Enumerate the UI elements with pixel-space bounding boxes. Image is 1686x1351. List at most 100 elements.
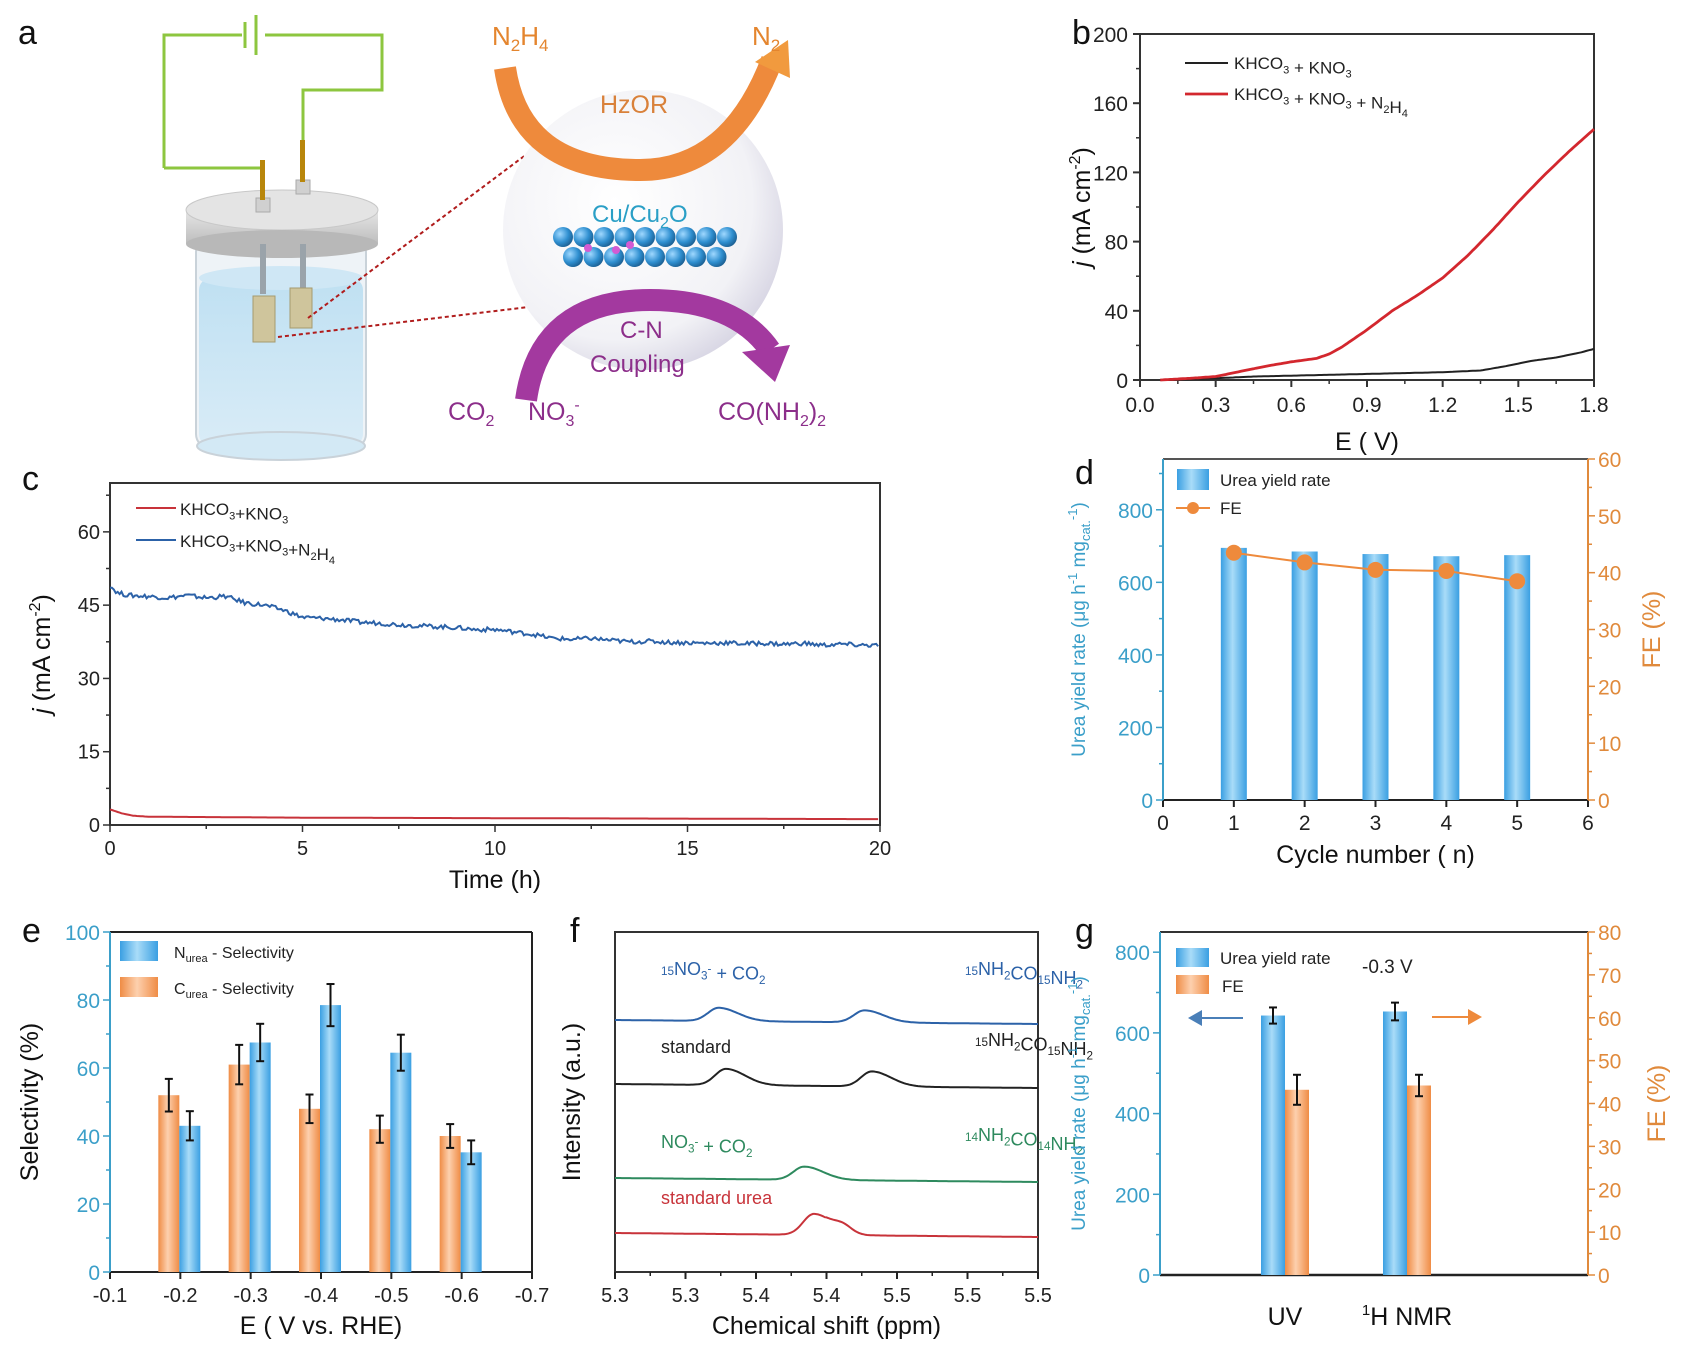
chart-b-lsv: b 0.0 0.3 0.6 0.9 1.2 1.5 1.8 0 40 80 120 160 200 E ( … [1067, 14, 1609, 456]
bar-urea-yield [1433, 556, 1460, 800]
panel-label-e: e [22, 912, 41, 950]
cu-atom [563, 247, 583, 267]
o-atom [626, 241, 634, 249]
hzor-arrow-icon [494, 56, 783, 182]
cu-atom [717, 227, 737, 247]
label-cn: C-N [620, 317, 663, 344]
legend-label: KHCO3 + KNO3 + N2H4 [1234, 85, 1408, 120]
x-tick-label: 15 [676, 838, 698, 860]
fe-point [1296, 554, 1313, 571]
coupling-arrow-icon [515, 288, 780, 402]
bar-urea-yield [1504, 555, 1531, 800]
cu-atom [573, 227, 594, 247]
y-axis-label: Selectivity (%) [16, 1023, 44, 1181]
panel-label-b: b [1072, 14, 1091, 52]
text-span: +KNO [235, 536, 282, 555]
y-tick-label: 80 [1105, 232, 1128, 255]
text-span: NO [661, 1132, 688, 1152]
panel-label-c: c [22, 460, 39, 498]
cu-atom [624, 247, 645, 267]
electrochemical-cell-icon [185, 140, 379, 461]
y-axis-label: Urea yield rate (μg h-1 mgcat.-1) [1065, 976, 1093, 1231]
legend-swatch [120, 941, 158, 961]
fe-point [1438, 562, 1455, 579]
legend-label: FE [1220, 499, 1242, 518]
label-hzor: HzOR [600, 91, 668, 119]
y2-tick-label: 80 [1598, 922, 1621, 945]
y-tick-label: 120 [1093, 162, 1128, 185]
x-tick-label: -0.7 [515, 1285, 549, 1307]
label-catalyst: Cu/Cu2O [592, 201, 688, 232]
spectrum-label-right: 15NH2CO15NH2 [975, 1030, 1093, 1063]
legend-label: KHCO3+KNO3 [180, 500, 288, 527]
x-tick-label: 5.4 [813, 1285, 841, 1307]
legend-swatch-point [1187, 502, 1199, 514]
legend-label: Curea - Selectivity [174, 981, 294, 1001]
bar-fe [1285, 1089, 1309, 1275]
y-tick-label: 0 [1116, 370, 1128, 393]
text-span: 2 [1004, 970, 1011, 983]
chart-d-cycling: d0 1 2 3 4 5 602004006008000102030405060Cycle … [1065, 449, 1666, 869]
y-tick-label: 80 [77, 990, 100, 1013]
chart-e-selectivity: e -0.1 -0.2 -0.3 -0.4 -0.5 -0.6 -0.7 0 20 40 60 80 10… [16, 912, 549, 1340]
bar-nurea-selectivity [390, 1052, 412, 1272]
battery-icon [243, 15, 258, 55]
x-tick-label: 5.5 [954, 1285, 982, 1307]
y-tick-label: 200 [1118, 717, 1153, 740]
x-tick-label: 5.4 [742, 1285, 770, 1307]
text-span: 3 [229, 542, 235, 554]
y2-tick-label: 20 [1598, 676, 1621, 699]
y-tick-label: 400 [1118, 645, 1153, 668]
y2-tick-label: 40 [1598, 1094, 1621, 1117]
bar-curea-selectivity [439, 1136, 461, 1272]
bar-urea-yield [1383, 1011, 1407, 1275]
y2-tick-label: 30 [1598, 620, 1621, 643]
chart-f-nmr: f 5.3 5.3 5.4 5.4 5.5 5.5 5.5 Chemical shift (pp… [558, 912, 1093, 1340]
potential-annotation: -0.3 V [1362, 957, 1413, 978]
x-tick-label: 5.3 [672, 1285, 700, 1307]
series-line-without-n2h4 [1160, 347, 1595, 381]
text-span: 15 [975, 1036, 989, 1049]
text-span: KHCO [180, 532, 229, 551]
cu-atom [655, 227, 676, 247]
nmr-spectrum-standard-urea [615, 1212, 1038, 1238]
text-span: 2 [1014, 1041, 1021, 1054]
text-span: 14 [1038, 1140, 1052, 1153]
text-span: 3 [282, 547, 288, 559]
fe-point [1225, 544, 1242, 561]
spectrum-label-right: 15NH2CO15NH2 [965, 959, 1083, 992]
x-axis-label: E ( V) [1335, 428, 1399, 456]
text-span: 2 [1087, 1050, 1094, 1063]
cu-atom [645, 247, 665, 267]
cu-atom-lattice-icon [553, 227, 737, 267]
text-span: NH [1051, 1134, 1077, 1154]
x-tick-label: 2 [1299, 812, 1311, 835]
legend-swatch [120, 977, 158, 997]
y2-tick-label: 10 [1598, 733, 1621, 756]
text-span: - [695, 1135, 699, 1148]
text-span: +N [288, 541, 310, 560]
y2-tick-label: 50 [1598, 506, 1621, 529]
text-span: 2 [1077, 1145, 1084, 1158]
text-span: 3 [1346, 69, 1352, 81]
text-span: KHCO [1234, 54, 1283, 73]
text-span: NH [978, 959, 1004, 979]
bar-urea-yield [1362, 554, 1389, 800]
y2-tick-label: 0 [1598, 790, 1610, 813]
text-span: 3 [1283, 95, 1289, 107]
text-span: 15 [1048, 1045, 1062, 1058]
cu-atom [676, 227, 696, 247]
x-tick-label: 5 [297, 838, 308, 860]
legend-swatch [1176, 975, 1209, 994]
x-axis-label: E ( V vs. RHE) [240, 1312, 403, 1340]
x-tick-label: -0.1 [93, 1285, 127, 1307]
spectrum-label-left: standard urea [661, 1188, 773, 1208]
y-tick-label: 0 [89, 815, 100, 837]
x-tick-label: 10 [484, 838, 506, 860]
panel-label-a: a [18, 14, 37, 52]
y2-axis-label: FE (%) [1643, 1065, 1671, 1143]
text-span: 15 [1038, 974, 1052, 987]
text-span: +KNO [235, 504, 282, 523]
text-span: CO [1011, 1130, 1038, 1150]
text-span: NH [1061, 1039, 1087, 1059]
